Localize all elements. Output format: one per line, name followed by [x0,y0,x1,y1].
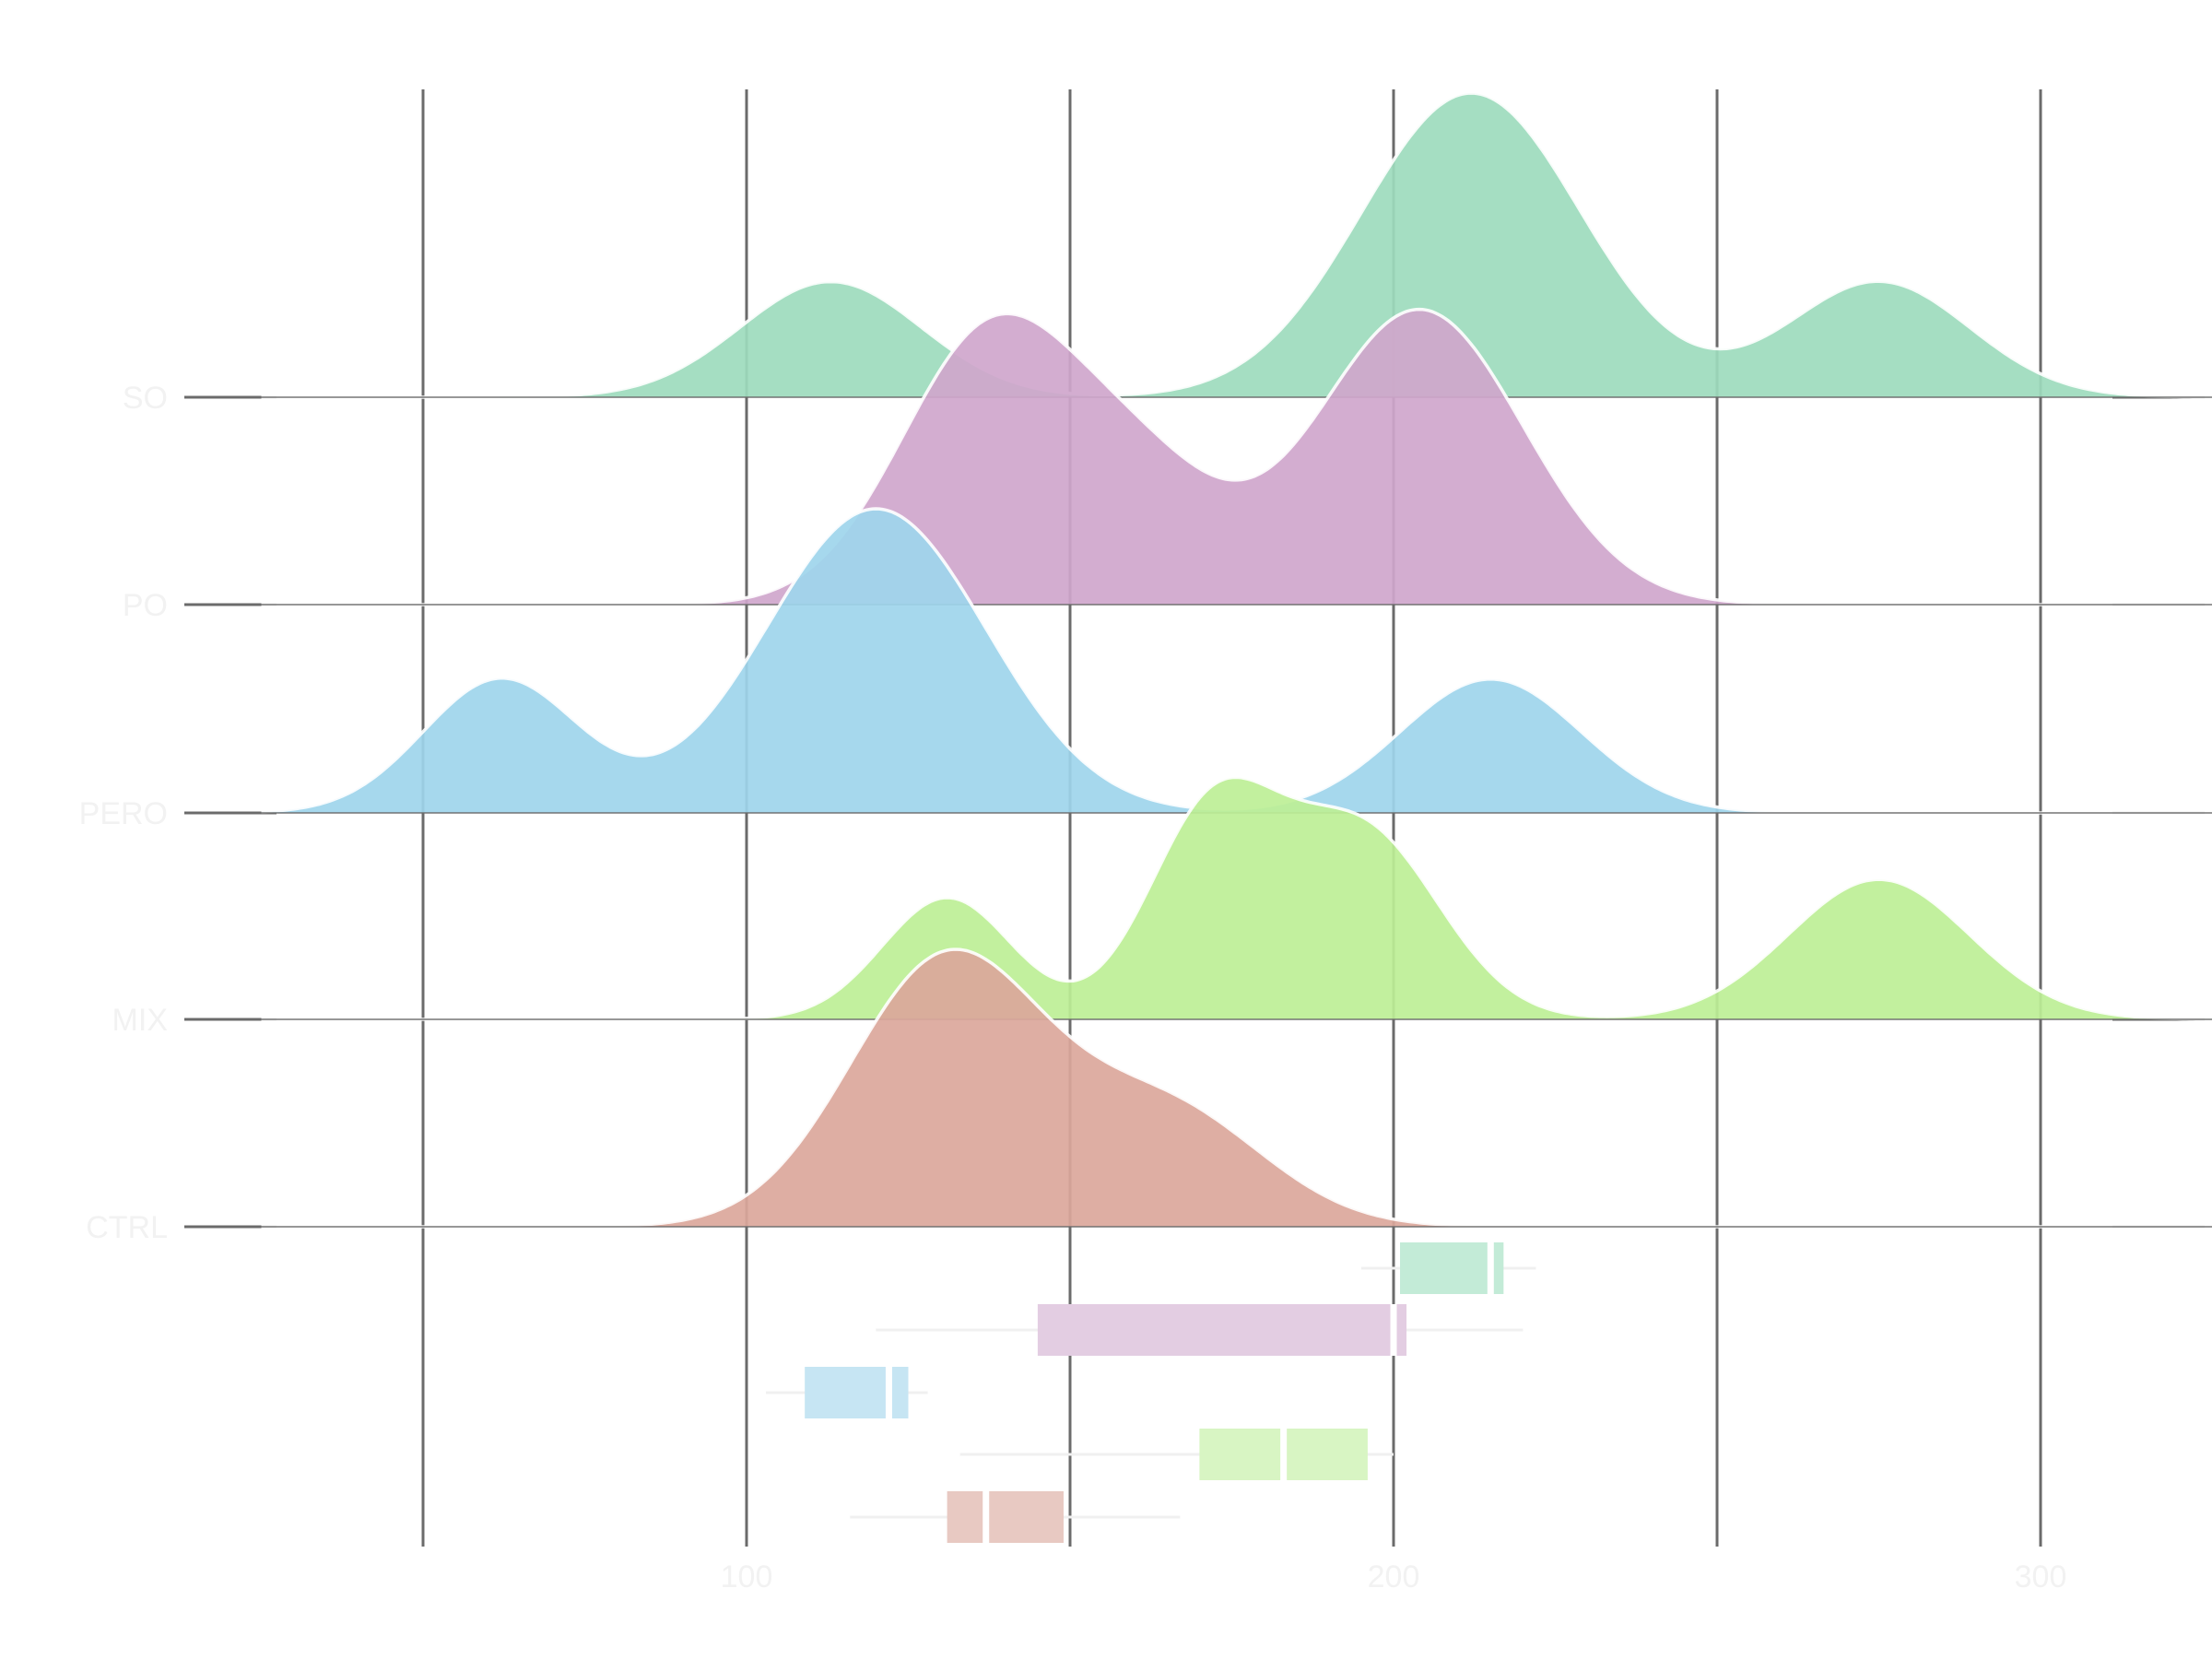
ylabel-ctrl: CTRL [86,1210,168,1245]
density-area-po [261,309,2212,605]
density-area-ctrl [261,949,2212,1227]
ylabel-mix: MIX [112,1003,168,1038]
ylabel-pero: PERO [79,796,168,831]
xtick-label-200: 200 [1368,1559,1420,1594]
boxplot-box-ctrl [947,1491,1064,1543]
density-line-so [261,91,2212,399]
xtick-label-300: 300 [2015,1559,2067,1594]
boxplot-box-pero [805,1367,909,1418]
density-area-so [261,93,2212,397]
ylabel-po: PO [123,588,168,623]
ylabel-so: SO [123,381,168,416]
density-area-mix [261,777,2212,1019]
boxplot-box-po [1037,1304,1407,1356]
boxplot-box-so [1400,1242,1504,1294]
density-area-pero [261,509,2212,813]
xtick-label-100: 100 [721,1559,773,1594]
